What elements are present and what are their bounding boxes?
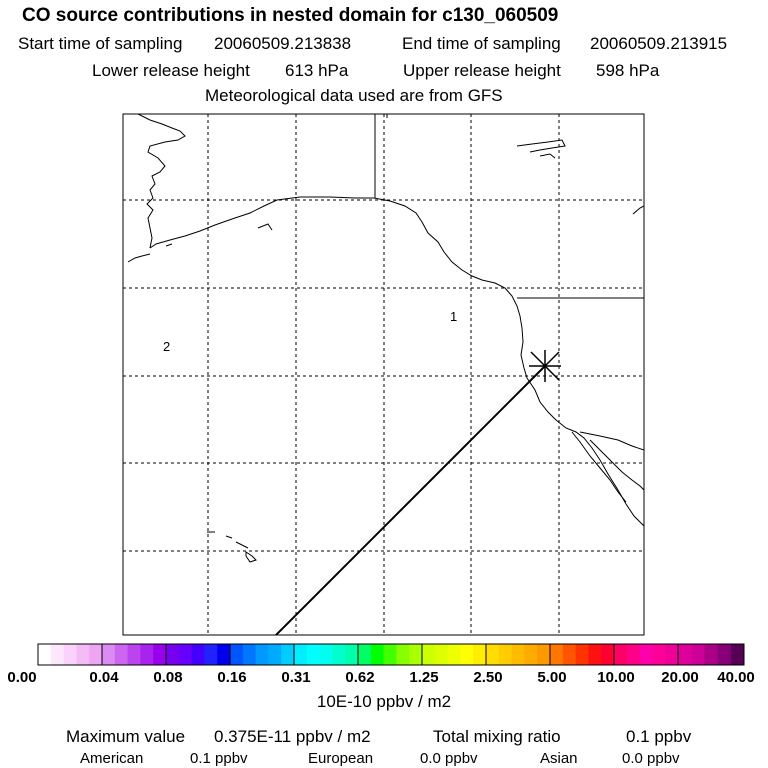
colorbar-label: 1.25 [409, 669, 439, 686]
colorbar-swatch [191, 644, 205, 665]
colorbar-swatch [268, 644, 282, 665]
colorbar-swatch [730, 644, 745, 665]
colorbar-swatch [409, 644, 423, 665]
colorbar-label: 10.00 [597, 669, 635, 686]
colorbar-swatch [575, 644, 589, 665]
colorbar-swatch [550, 644, 564, 665]
max-value-label: Maximum value [66, 727, 186, 746]
colorbar-label: 0.31 [281, 669, 311, 686]
colorbar-label: 0.04 [89, 669, 119, 686]
release-point-marker [529, 350, 561, 382]
colorbar-swatch [704, 644, 719, 665]
colorbar-swatch [166, 644, 180, 665]
lower-release-label: Lower release height [92, 61, 250, 80]
colorbar-swatch [422, 644, 436, 665]
colorbar-swatch [614, 644, 628, 665]
colorbar-swatch [217, 644, 231, 665]
colorbar-swatch [460, 644, 474, 665]
colorbar-swatch [498, 644, 513, 665]
colorbar-swatch [370, 644, 385, 665]
upper-release-value: 598 hPa [596, 61, 660, 80]
end-time-label: End time of sampling [402, 34, 561, 53]
region-label-2: 2 [163, 339, 170, 354]
colorbar-swatch [102, 644, 116, 665]
colorbar-swatch [434, 644, 449, 665]
lat-lon-grid [123, 114, 644, 635]
colorbar-units: 10E-10 ppbv / m2 [316, 692, 452, 711]
european-value: 0.0 ppbv [420, 750, 478, 767]
colorbar-swatch [717, 644, 732, 665]
american-label: American [80, 750, 144, 767]
colorbar-label: 40.00 [717, 669, 755, 686]
start-time-label: Start time of sampling [18, 34, 183, 53]
colorbar-swatch [38, 644, 52, 665]
trajectory-line [274, 365, 546, 635]
total-mixing-value: 0.1 ppbv [626, 727, 692, 746]
colorbar-swatch [345, 644, 359, 665]
colorbar-swatch [242, 644, 257, 665]
max-value: 0.375E-11 ppbv / m2 [214, 727, 371, 746]
colorbar-swatch [691, 644, 705, 665]
colorbar-swatch [626, 644, 641, 665]
colorbar-label: 0.62 [345, 669, 375, 686]
colorbar-swatch [588, 644, 602, 665]
colorbar [37, 643, 745, 666]
colorbar-frame [37, 643, 745, 666]
upper-release-label: Upper release height [403, 61, 561, 80]
start-time-value: 20060509.213838 [214, 34, 352, 53]
american-value: 0.1 ppbv [190, 750, 248, 767]
colorbar-swatch [89, 644, 103, 665]
colorbar-swatch [396, 644, 410, 665]
colorbar-swatch [665, 644, 679, 665]
colorbar-swatch [63, 644, 77, 665]
colorbar-swatch [358, 644, 372, 665]
coastlines [127, 114, 644, 563]
met-data-note: Meteorological data used are from GFS [205, 86, 503, 105]
colorbar-swatch [204, 644, 218, 665]
colorbar-swatch [294, 644, 308, 665]
colorbar-swatch [524, 644, 538, 665]
colorbar-swatch [319, 644, 333, 665]
colorbar-swatch [537, 644, 551, 665]
end-time-value: 20060509.213915 [590, 34, 728, 53]
colorbar-swatch [178, 644, 193, 665]
colorbar-swatch [447, 644, 461, 665]
region-label-1: 1 [450, 309, 457, 324]
lower-release-value: 613 hPa [285, 61, 349, 80]
map-frame [122, 113, 645, 636]
colorbar-swatch [127, 644, 141, 665]
colorbar-swatch [255, 644, 269, 665]
colorbar-swatch [114, 644, 129, 665]
colorbar-swatch [639, 644, 653, 665]
colorbar-label: 20.00 [661, 669, 699, 686]
colorbar-swatch [306, 644, 321, 665]
colorbar-label: 2.50 [473, 669, 503, 686]
colorbar-swatch [281, 644, 295, 665]
colorbar-swatch [230, 644, 244, 665]
colorbar-swatch [76, 644, 90, 665]
map-domain: 1 2 [123, 114, 644, 635]
colorbar-swatch [601, 644, 615, 665]
colorbar-swatch [486, 644, 500, 665]
colorbar-swatch [50, 644, 65, 665]
colorbar-swatch [678, 644, 692, 665]
asian-label: Asian [540, 750, 578, 767]
colorbar-swatch [153, 644, 167, 665]
plot-title: CO source contributions in nested domain… [22, 5, 559, 26]
colorbar-label: 5.00 [537, 669, 567, 686]
colorbar-swatch [332, 644, 346, 665]
colorbar-swatch [511, 644, 525, 665]
colorbar-label: 0.00 [7, 669, 37, 686]
colorbar-swatch [652, 644, 666, 665]
colorbar-swatch [383, 644, 397, 665]
european-label: European [308, 750, 374, 767]
total-mixing-label: Total mixing ratio [433, 727, 561, 746]
colorbar-swatch [473, 644, 487, 665]
colorbar-label: 0.16 [217, 669, 247, 686]
colorbar-swatch [140, 644, 154, 665]
asian-value: 0.0 ppbv [622, 750, 680, 767]
colorbar-label: 0.08 [153, 669, 183, 686]
colorbar-swatch [562, 644, 577, 665]
